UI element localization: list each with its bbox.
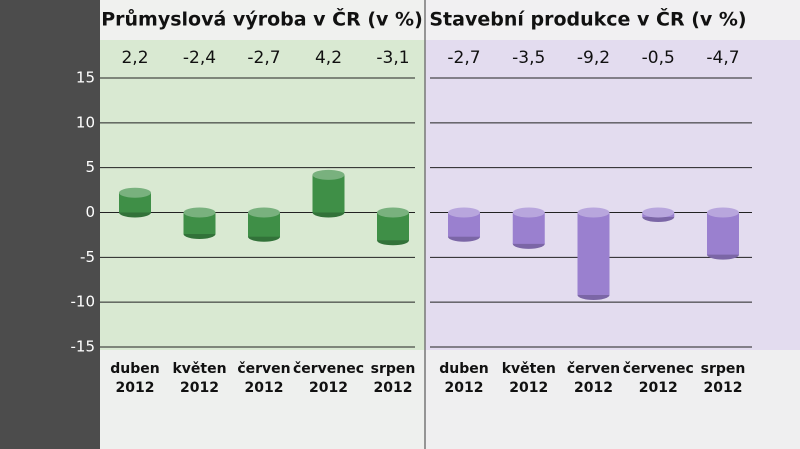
x-tick-label: červen 2012: [567, 361, 620, 396]
value-label: -3,5: [512, 48, 545, 68]
value-label: 2,2: [121, 48, 148, 68]
y-tick-label: 15: [76, 69, 95, 87]
y-tick-label: 0: [85, 203, 95, 221]
x-tick-label: červenec 2012: [623, 361, 694, 396]
x-tick-label: květen 2012: [502, 361, 556, 396]
value-label: -2,7: [447, 48, 480, 68]
category-bar: [100, 350, 800, 449]
chart-title: Průmyslová výroba v ČR (v %): [101, 7, 423, 31]
bar: [577, 212, 610, 295]
value-label: -4,7: [706, 48, 739, 68]
value-label: -9,2: [577, 48, 610, 68]
title-bar: [100, 0, 800, 40]
value-label: 4,2: [315, 48, 342, 68]
x-tick-label: červen 2012: [237, 361, 290, 396]
x-tick-label: srpen 2012: [701, 361, 746, 396]
x-tick-label: duben 2012: [110, 361, 159, 396]
x-tick-label: duben 2012: [439, 361, 488, 396]
bar: [312, 174, 345, 213]
value-label: -0,5: [642, 48, 675, 68]
chart-title: Stavební produkce v ČR (v %): [429, 7, 746, 31]
bar: [119, 192, 151, 213]
bar-cap: [577, 207, 610, 218]
axis-strip: [0, 0, 100, 449]
bar-cap: [377, 207, 409, 218]
y-tick-label: 5: [85, 158, 95, 176]
value-label: -2,7: [247, 48, 280, 68]
y-tick-label: -5: [80, 248, 95, 266]
bar-cap: [448, 207, 480, 218]
x-tick-label: srpen 2012: [371, 361, 416, 396]
bar-cap: [119, 187, 151, 198]
y-tick-label: -15: [71, 338, 96, 356]
y-tick-label: 10: [76, 113, 95, 131]
bar-cap: [512, 207, 545, 218]
bar: [512, 212, 545, 244]
bar: [183, 212, 216, 235]
bar-cap: [248, 207, 280, 218]
bar: [707, 212, 739, 255]
x-tick-label: červenec 2012: [293, 361, 364, 396]
value-label: -3,1: [376, 48, 409, 68]
x-tick-label: květen 2012: [172, 361, 226, 396]
value-label: -2,4: [183, 48, 216, 68]
bar-cap: [707, 207, 739, 218]
bar-cap: [312, 169, 345, 180]
bar-cap: [183, 207, 216, 218]
bar-cap: [642, 207, 675, 218]
y-tick-label: -10: [71, 293, 96, 311]
